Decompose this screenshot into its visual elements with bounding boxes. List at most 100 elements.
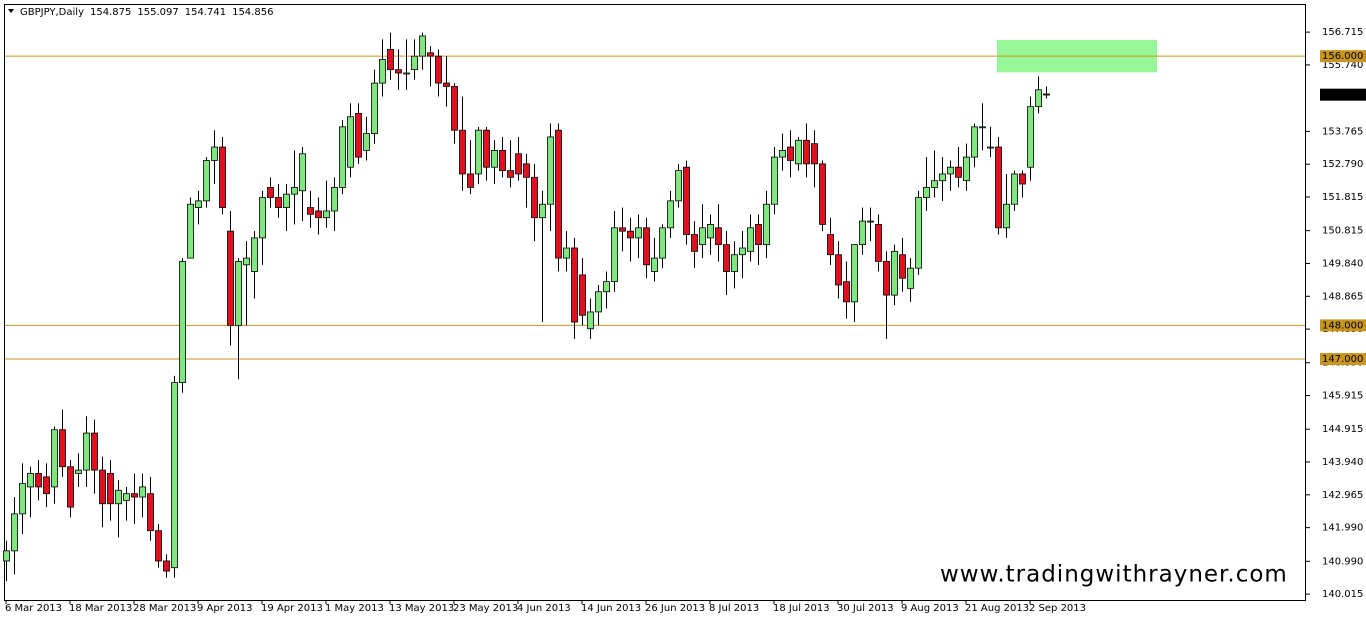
candle-body — [219, 146, 226, 209]
x-tick-label: 21 Aug 2013 — [965, 603, 1029, 614]
candle-body — [987, 146, 994, 149]
candle-body — [1027, 106, 1034, 168]
y-tick-label: 140.015 — [1322, 589, 1363, 600]
candle-body — [539, 203, 546, 219]
candle-body — [587, 311, 594, 330]
candle-body — [715, 227, 722, 246]
candle-body — [99, 469, 106, 505]
y-tick-label: 150.815 — [1322, 226, 1363, 237]
x-tick-label: 19 Apr 2013 — [261, 603, 323, 614]
x-tick-label: 1 May 2013 — [325, 603, 384, 614]
candle-body — [627, 230, 634, 239]
candle-body — [355, 112, 362, 158]
header-high: 155.097 — [137, 7, 178, 18]
candle-body — [859, 220, 866, 246]
level-label: 156.000 — [1322, 51, 1363, 62]
candle-body — [611, 227, 618, 283]
candle-body — [571, 247, 578, 323]
x-tick-label: 8 Jul 2013 — [709, 603, 759, 614]
candle-body — [771, 156, 778, 205]
menu-arrow[interactable] — [8, 9, 14, 13]
candle-body — [243, 257, 250, 266]
candle-body — [307, 207, 314, 215]
candle-body — [203, 160, 210, 202]
candle-body — [779, 149, 786, 158]
x-tick-label: 28 Mar 2013 — [133, 603, 196, 614]
candle-body — [867, 220, 874, 223]
candle-body — [67, 466, 74, 508]
candle-body — [1011, 173, 1018, 205]
candle-body — [931, 180, 938, 188]
candle-body — [323, 210, 330, 219]
header-open: 154.875 — [90, 7, 131, 18]
candle-body — [691, 234, 698, 252]
candle-body — [427, 52, 434, 57]
level-label-box — [1320, 353, 1366, 366]
candle-body — [907, 267, 914, 289]
candle-body — [747, 227, 754, 252]
candle-body — [643, 227, 650, 266]
candle-body — [651, 257, 658, 272]
y-tick-label: 156.715 — [1322, 27, 1363, 38]
candle-body — [411, 55, 418, 71]
candle-body — [491, 149, 498, 168]
candle-body — [195, 200, 202, 209]
candle-body — [387, 49, 394, 71]
candle-body — [875, 224, 882, 262]
candle-body — [347, 116, 354, 168]
candle-body — [19, 483, 26, 515]
x-tick-label: 26 Jun 2013 — [645, 603, 705, 614]
y-tick-label: 151.815 — [1322, 192, 1363, 203]
candle-body — [899, 254, 906, 279]
candle-body — [283, 193, 290, 209]
x-tick-label: 13 May 2013 — [389, 603, 454, 614]
candle-body — [635, 227, 642, 239]
candle-body — [795, 139, 802, 165]
candle-body — [11, 513, 18, 552]
candle-body — [227, 230, 234, 326]
x-tick-label: 18 Jul 2013 — [773, 603, 830, 614]
candle-body — [35, 473, 42, 488]
candle-body — [811, 143, 818, 165]
candle-body — [835, 254, 842, 286]
candle-body — [115, 489, 122, 505]
candle-body — [187, 203, 194, 259]
candle-body — [339, 126, 346, 188]
x-tick-label: 4 Jun 2013 — [517, 603, 571, 614]
candle-body — [75, 469, 82, 474]
x-tick-label: 2 Sep 2013 — [1029, 603, 1086, 614]
candle-body — [419, 35, 426, 57]
y-tick-label: 144.915 — [1322, 424, 1363, 435]
candle-body — [1003, 203, 1010, 229]
candle-body — [851, 244, 858, 303]
candle-body — [955, 166, 962, 178]
candle-body — [259, 197, 266, 239]
candle-body — [395, 69, 402, 74]
candle-body — [291, 187, 298, 195]
y-tick-label: 148.865 — [1322, 291, 1363, 302]
candle-body — [723, 244, 730, 272]
candle-body — [1035, 89, 1042, 108]
y-tick-label: 140.990 — [1322, 556, 1363, 567]
candle-body — [547, 136, 554, 205]
x-tick-label: 30 Jul 2013 — [837, 603, 894, 614]
candle-body — [139, 486, 146, 498]
candle-body — [435, 55, 442, 84]
candle-body — [123, 493, 130, 501]
candle-body — [451, 86, 458, 131]
candle-body — [51, 429, 58, 488]
candle-body — [267, 187, 274, 198]
candle-body — [915, 197, 922, 269]
x-tick-label: 23 May 2013 — [453, 603, 518, 614]
candle-body — [683, 166, 690, 235]
candle-body — [483, 129, 490, 168]
candle-body — [659, 227, 666, 259]
y-tick-label: 155.740 — [1322, 60, 1363, 71]
candle-body — [891, 250, 898, 296]
y-tick-label: 142.965 — [1322, 490, 1363, 501]
candle-body — [531, 176, 538, 219]
candle-body — [83, 432, 90, 471]
candle-body — [179, 261, 186, 383]
y-tick-label: 141.990 — [1322, 523, 1363, 534]
candle-body — [27, 473, 34, 488]
